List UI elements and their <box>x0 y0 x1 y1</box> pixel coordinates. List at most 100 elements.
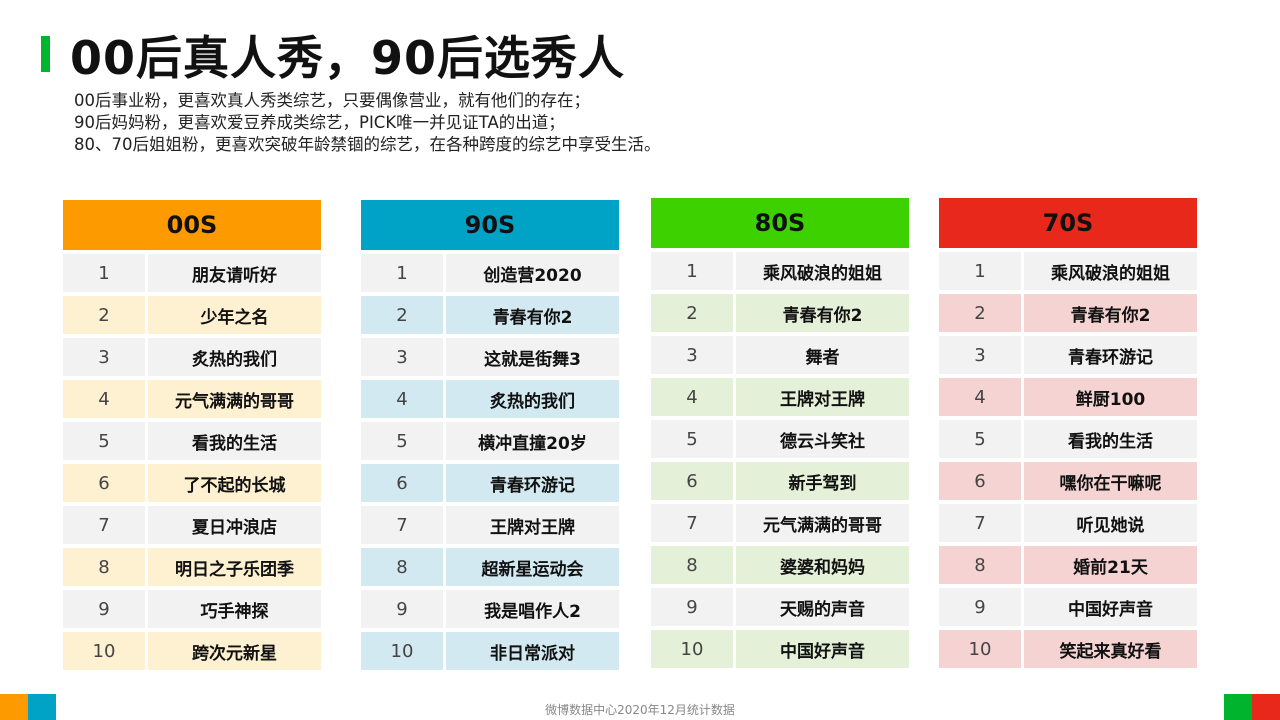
rank-number: 7 <box>939 504 1021 542</box>
show-name: 元气满满的哥哥 <box>148 380 321 418</box>
show-name: 夏日冲浪店 <box>148 506 321 544</box>
ranking-row: 2 青春有你2 <box>939 294 1197 332</box>
show-name: 炙热的我们 <box>148 338 321 376</box>
rank-number: 8 <box>939 546 1021 584</box>
corner-square-green <box>1224 694 1252 720</box>
rank-number: 8 <box>361 548 443 586</box>
ranking-row: 7 夏日冲浪店 <box>63 506 321 544</box>
show-name: 中国好声音 <box>1024 588 1197 626</box>
show-name: 了不起的长城 <box>148 464 321 502</box>
rank-number: 9 <box>361 590 443 628</box>
rank-number: 5 <box>361 422 443 460</box>
show-name: 乘风破浪的姐姐 <box>1024 252 1197 290</box>
ranking-row: 9 巧手神探 <box>63 590 321 628</box>
rank-number: 3 <box>939 336 1021 374</box>
ranking-row: 1 乘风破浪的姐姐 <box>651 252 909 290</box>
rank-number: 10 <box>939 630 1021 668</box>
ranking-row: 10 跨次元新星 <box>63 632 321 670</box>
description-line-80s-70s: 80、70后姐姐粉，更喜欢突破年龄禁锢的综艺，在各种跨度的综艺中享受生活。 <box>74 135 661 154</box>
show-name: 创造营2020 <box>446 254 619 292</box>
ranking-row: 2 青春有你2 <box>651 294 909 332</box>
show-name: 明日之子乐团季 <box>148 548 321 586</box>
rank-number: 6 <box>63 464 145 502</box>
show-name: 听见她说 <box>1024 504 1197 542</box>
ranking-row: 10 非日常派对 <box>361 632 619 670</box>
ranking-row: 6 青春环游记 <box>361 464 619 502</box>
column-header: 80S <box>651 198 909 248</box>
ranking-row: 6 了不起的长城 <box>63 464 321 502</box>
ranking-row: 8 明日之子乐团季 <box>63 548 321 586</box>
show-name: 超新星运动会 <box>446 548 619 586</box>
ranking-row: 8 婚前21天 <box>939 546 1197 584</box>
ranking-row: 4 炙热的我们 <box>361 380 619 418</box>
show-name: 少年之名 <box>148 296 321 334</box>
ranking-row: 6 新手驾到 <box>651 462 909 500</box>
ranking-row: 7 听见她说 <box>939 504 1197 542</box>
show-name: 炙热的我们 <box>446 380 619 418</box>
rank-number: 2 <box>361 296 443 334</box>
rank-number: 4 <box>63 380 145 418</box>
show-name: 婆婆和妈妈 <box>736 546 909 584</box>
rank-number: 1 <box>939 252 1021 290</box>
show-name: 青春有你2 <box>446 296 619 334</box>
show-name: 朋友请听好 <box>148 254 321 292</box>
ranking-row: 8 超新星运动会 <box>361 548 619 586</box>
rank-number: 6 <box>939 462 1021 500</box>
column-header: 70S <box>939 198 1197 248</box>
show-name: 青春有你2 <box>1024 294 1197 332</box>
ranking-row: 5 德云斗笑社 <box>651 420 909 458</box>
ranking-row: 10 中国好声音 <box>651 630 909 668</box>
rank-number: 3 <box>651 336 733 374</box>
rank-number: 10 <box>63 632 145 670</box>
rank-number: 2 <box>939 294 1021 332</box>
show-name: 王牌对王牌 <box>736 378 909 416</box>
ranking-row: 2 少年之名 <box>63 296 321 334</box>
ranking-row: 3 这就是街舞3 <box>361 338 619 376</box>
rank-number: 6 <box>651 462 733 500</box>
rank-number: 5 <box>939 420 1021 458</box>
ranking-row: 5 横冲直撞20岁 <box>361 422 619 460</box>
show-name: 舞者 <box>736 336 909 374</box>
ranking-row: 7 王牌对王牌 <box>361 506 619 544</box>
corner-square-orange <box>0 694 28 720</box>
ranking-row: 7 元气满满的哥哥 <box>651 504 909 542</box>
ranking-row: 3 炙热的我们 <box>63 338 321 376</box>
rank-number: 1 <box>63 254 145 292</box>
show-name: 笑起来真好看 <box>1024 630 1197 668</box>
rank-number: 3 <box>63 338 145 376</box>
rank-number: 7 <box>63 506 145 544</box>
rank-number: 4 <box>361 380 443 418</box>
rank-number: 10 <box>361 632 443 670</box>
rank-number: 4 <box>651 378 733 416</box>
show-name: 我是唱作人2 <box>446 590 619 628</box>
rank-number: 9 <box>63 590 145 628</box>
description-line-90s: 90后妈妈粉，更喜欢爱豆养成类综艺，PICK唯一并见证TA的出道； <box>74 113 565 132</box>
rank-number: 9 <box>651 588 733 626</box>
ranking-row: 4 元气满满的哥哥 <box>63 380 321 418</box>
show-name: 青春环游记 <box>1024 336 1197 374</box>
rank-number: 1 <box>361 254 443 292</box>
show-name: 元气满满的哥哥 <box>736 504 909 542</box>
show-name: 中国好声音 <box>736 630 909 668</box>
title-accent-bar <box>41 36 50 72</box>
show-name: 看我的生活 <box>148 422 321 460</box>
ranking-row: 1 乘风破浪的姐姐 <box>939 252 1197 290</box>
rank-number: 3 <box>361 338 443 376</box>
show-name: 德云斗笑社 <box>736 420 909 458</box>
description-line-00s: 00后事业粉，更喜欢真人秀类综艺，只要偶像营业，就有他们的存在； <box>74 91 590 110</box>
ranking-row: 9 中国好声音 <box>939 588 1197 626</box>
ranking-row: 1 创造营2020 <box>361 254 619 292</box>
show-name: 巧手神探 <box>148 590 321 628</box>
rank-number: 10 <box>651 630 733 668</box>
ranking-column: 00S 1 朋友请听好 2 少年之名 3 炙热的我们 4 元气满满的哥哥 5 看我的生活 6 了不起的长… <box>63 200 321 674</box>
corner-square-blue <box>28 694 56 720</box>
ranking-row: 4 王牌对王牌 <box>651 378 909 416</box>
rank-number: 2 <box>63 296 145 334</box>
rank-number: 8 <box>651 546 733 584</box>
show-name: 跨次元新星 <box>148 632 321 670</box>
ranking-row: 9 我是唱作人2 <box>361 590 619 628</box>
rank-number: 9 <box>939 588 1021 626</box>
ranking-row: 3 舞者 <box>651 336 909 374</box>
rank-number: 5 <box>63 422 145 460</box>
ranking-row: 3 青春环游记 <box>939 336 1197 374</box>
